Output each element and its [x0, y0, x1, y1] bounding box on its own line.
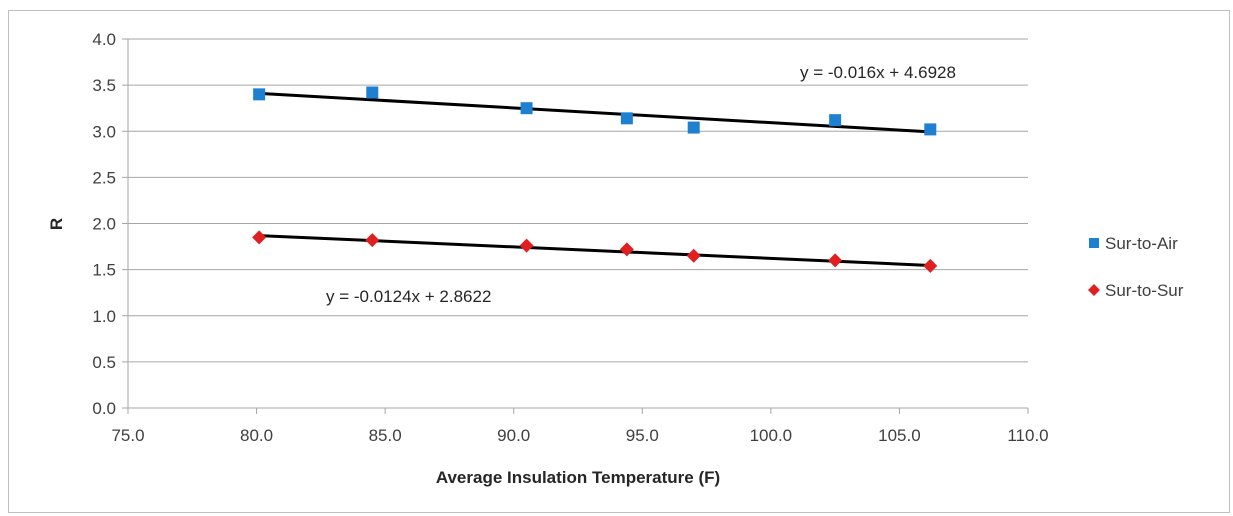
- legend: Sur-to-Air Sur-to-Sur: [1088, 234, 1184, 300]
- data-point-sur-to-sur: [365, 233, 380, 248]
- data-point-sur-to-sur: [252, 230, 267, 245]
- y-tick-label: 1.5: [92, 261, 116, 280]
- chart-area: [8, 10, 1230, 513]
- x-tick-label: 105.0: [878, 426, 921, 445]
- data-point-sur-to-sur: [923, 258, 938, 273]
- data-point-sur-to-air: [829, 114, 842, 127]
- data-point-sur-to-air: [620, 112, 633, 125]
- x-tick-label: 75.0: [111, 426, 144, 445]
- y-tick-label: 1.0: [92, 307, 116, 326]
- data-point-sur-to-air: [687, 121, 700, 134]
- trendline-equation: y = -0.016x + 4.6928: [800, 63, 956, 82]
- legend-marker-square: [1089, 238, 1099, 248]
- x-tick-label: 85.0: [369, 426, 402, 445]
- x-tick-label: 95.0: [626, 426, 659, 445]
- x-tick-label: 100.0: [750, 426, 793, 445]
- y-tick-label: 0.5: [92, 353, 116, 372]
- data-point-sur-to-sur: [519, 238, 534, 253]
- data-point-sur-to-sur: [686, 248, 701, 263]
- legend-marker-diamond: [1088, 284, 1100, 296]
- y-tick-label: 0.0: [92, 399, 116, 418]
- legend-label: Sur-to-Sur: [1105, 281, 1184, 300]
- y-tick-label: 3.0: [92, 122, 116, 141]
- data-point-sur-to-air: [924, 123, 937, 136]
- y-tick-label: 2.0: [92, 215, 116, 234]
- trendline-equation: y = -0.0124x + 2.8622: [326, 287, 491, 306]
- data-point-sur-to-air: [366, 86, 379, 99]
- trendline-0: [259, 91, 931, 134]
- gridlines: [128, 38, 1028, 363]
- data-point-sur-to-sur: [828, 253, 843, 268]
- legend-label: Sur-to-Air: [1105, 234, 1178, 253]
- annotations: y = -0.016x + 4.6928 y = -0.0124x + 2.862…: [326, 63, 956, 306]
- data-point-sur-to-air: [520, 102, 533, 115]
- x-axis-title: Average Insulation Temperature (F): [436, 468, 720, 487]
- x-tick-label: 110.0: [1007, 426, 1048, 445]
- y-axis-title: R: [47, 218, 66, 230]
- y-tick-label: 2.5: [92, 168, 116, 187]
- axes: 0.0 0.5 1.0 1.5 2.0 2.5 3.0 3.5 4.0 75.0 80.0 85.0 9…: [92, 30, 1048, 445]
- y-tick-label: 3.5: [92, 76, 116, 95]
- x-tick-label: 80.0: [240, 426, 273, 445]
- data-points: [252, 86, 938, 273]
- x-tick-label: 90.0: [497, 426, 530, 445]
- data-point-sur-to-air: [253, 88, 266, 101]
- data-point-sur-to-sur: [619, 242, 634, 257]
- y-tick-label: 4.0: [92, 30, 116, 49]
